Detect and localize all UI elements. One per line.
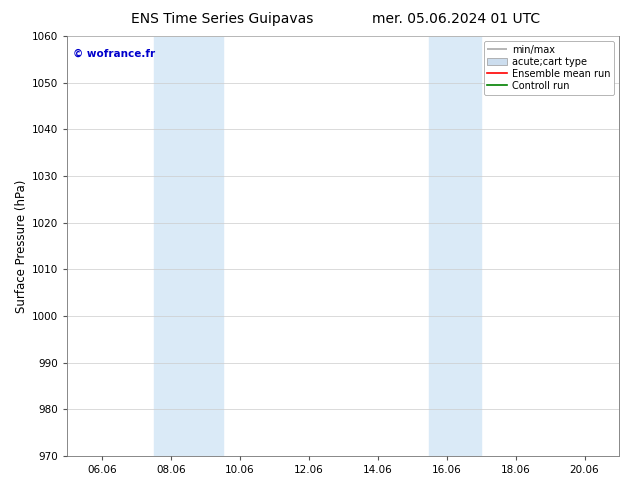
Text: mer. 05.06.2024 01 UTC: mer. 05.06.2024 01 UTC [372, 12, 541, 26]
Bar [429, 36, 481, 456]
Legend: min/max, acute;cart type, Ensemble mean run, Controll run: min/max, acute;cart type, Ensemble mean … [484, 41, 614, 95]
Text: © wofrance.fr: © wofrance.fr [73, 49, 155, 59]
Text: ENS Time Series Guipavas: ENS Time Series Guipavas [131, 12, 313, 26]
Y-axis label: Surface Pressure (hPa): Surface Pressure (hPa) [15, 179, 28, 313]
Bar [153, 36, 223, 456]
